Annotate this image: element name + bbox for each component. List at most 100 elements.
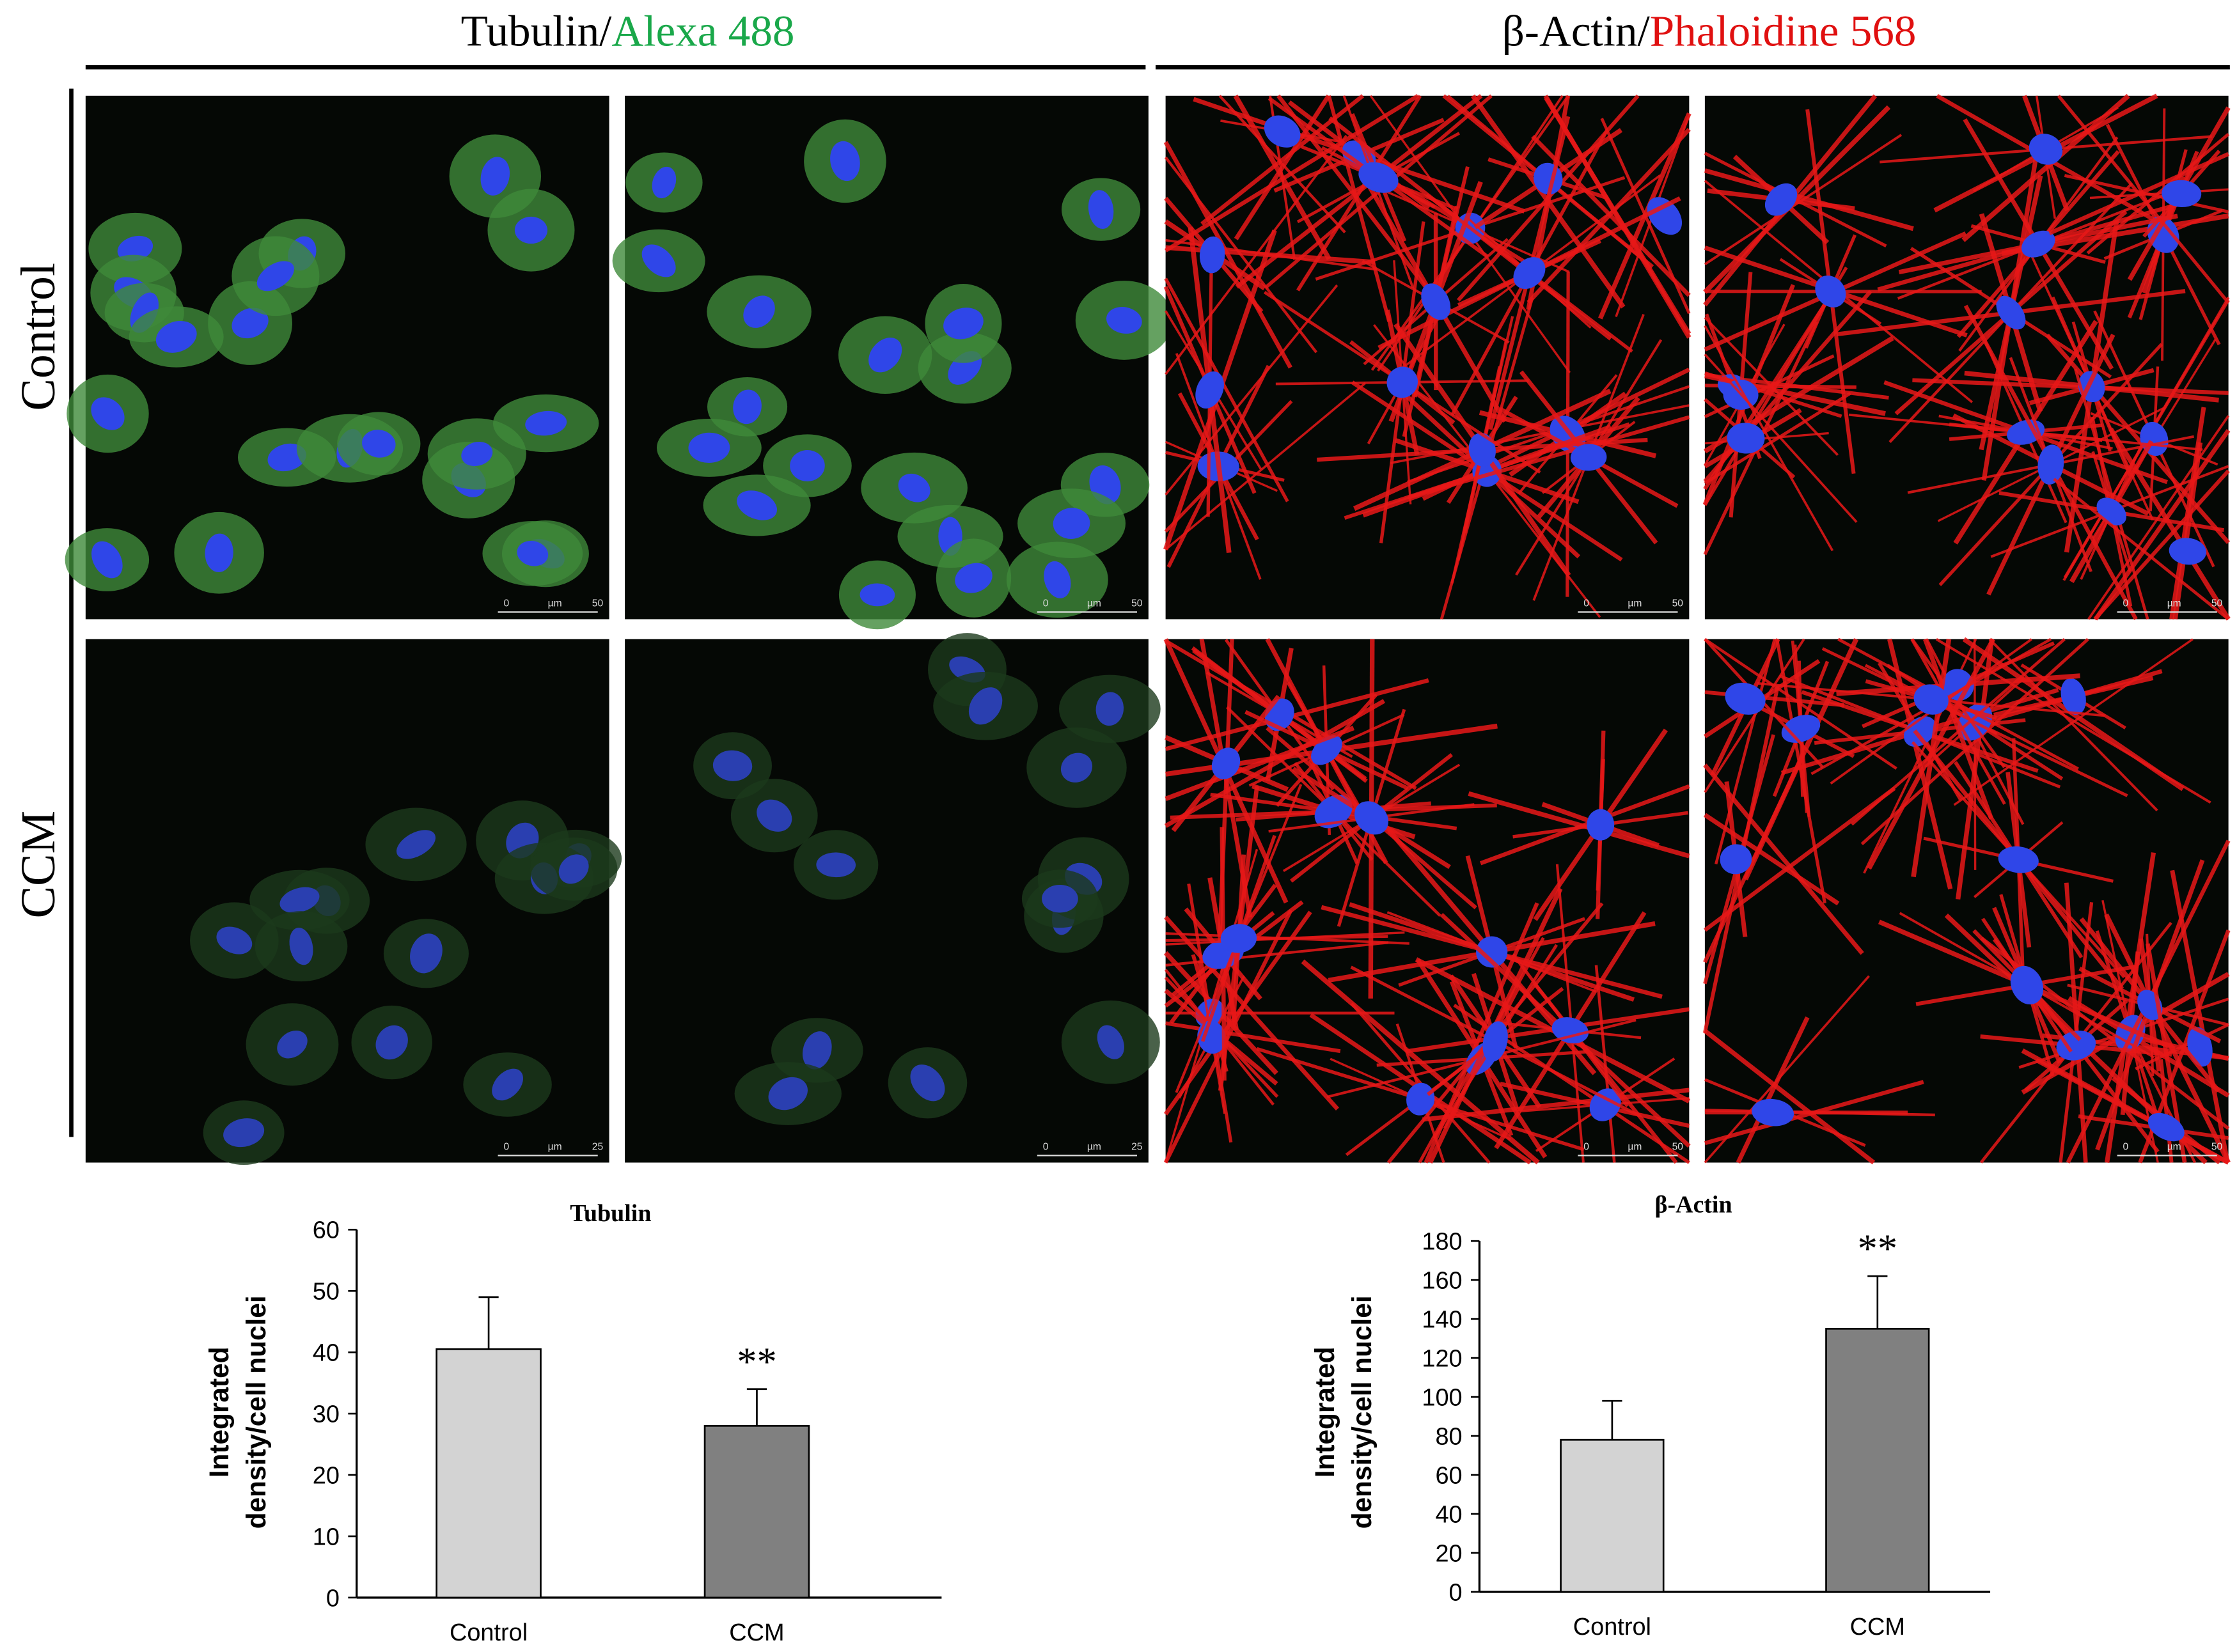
fiber (1164, 916, 1339, 1110)
annotation: ** (1858, 1226, 1897, 1271)
nucleus (2169, 538, 2206, 565)
fiber (1703, 786, 1896, 932)
nucleus (2060, 678, 2086, 715)
nucleus (461, 442, 493, 467)
error-bar (1867, 1275, 1888, 1329)
fiber (1234, 94, 1331, 240)
nucleus (652, 166, 677, 199)
fiber (1704, 392, 1851, 485)
header-stain: Phaloidine 568 (1650, 6, 1917, 56)
y-tick-label: 50 (313, 1279, 340, 1305)
nucleus (1476, 936, 1508, 968)
fiber (1703, 763, 1864, 955)
nucleus (1421, 283, 1451, 320)
nucleus (712, 750, 753, 781)
y-tick-label: 20 (313, 1462, 340, 1489)
nucleus (1727, 423, 1765, 454)
nucleus (910, 1064, 945, 1102)
micrograph: 0 µm 50 (1163, 638, 1691, 1165)
fiber (1703, 1029, 1876, 1165)
fiber (2086, 132, 2230, 254)
header-stain: Alexa 488 (611, 6, 794, 56)
fiber (2048, 152, 2229, 235)
micrograph: 0 µm 50 (612, 95, 1173, 630)
y-tick-label: 20 (1435, 1540, 1462, 1567)
scale-label: 0 (1043, 1141, 1049, 1152)
fiber (1165, 932, 1409, 945)
fiber (2108, 427, 2231, 621)
fiber (1704, 637, 1897, 770)
fiber (1527, 128, 1691, 304)
scale-label: 0 (1583, 598, 1589, 609)
fiber (2087, 415, 2230, 620)
nucleus (1720, 844, 1752, 875)
nucleus (898, 473, 930, 503)
scale-label: 50 (1672, 598, 1684, 609)
nucleus (1996, 295, 2026, 330)
nucleus (830, 141, 860, 182)
fiber (1406, 1007, 1690, 1054)
nucleus (1195, 371, 1224, 409)
chart-title: Tubulin (570, 1200, 651, 1227)
fiber (1910, 638, 2006, 805)
nucleus (155, 320, 197, 353)
fiber (1165, 134, 1347, 375)
fiber (1704, 354, 1858, 523)
y-tick-label: 140 (1422, 1307, 1462, 1334)
row-label: Control (12, 263, 65, 411)
nucleus (2010, 965, 2044, 1005)
fiber (2093, 428, 2231, 621)
fiber (2172, 442, 2203, 620)
scale-label: 0 (2123, 598, 2129, 609)
fiber (2136, 1048, 2197, 1164)
nucleus (955, 563, 993, 593)
fiber (1961, 93, 2130, 242)
fiber (1218, 639, 1234, 936)
nucleus (757, 799, 792, 832)
y-tick-label: 160 (1422, 1268, 1462, 1295)
fiber (1200, 94, 1365, 226)
y-axis-label: density/cell nuclei (241, 1295, 271, 1529)
nucleus (1211, 747, 1241, 779)
nucleus (1088, 190, 1114, 230)
fiber (1953, 638, 2194, 806)
nucleus (2056, 1031, 2096, 1061)
nucleus (223, 1118, 265, 1148)
fiber (1703, 813, 1840, 906)
fiber (2093, 469, 2230, 621)
fiber (1594, 965, 1616, 1163)
scale-label: µm (2167, 1141, 2181, 1152)
error-bar (478, 1296, 499, 1350)
nucleus (1386, 366, 1418, 398)
scale-label: 0 (503, 598, 509, 609)
chart-title: β-Actin (1655, 1192, 1732, 1219)
error-bar (1602, 1399, 1622, 1440)
nucleus (1589, 1088, 1621, 1121)
nucleus (1199, 236, 1225, 274)
nucleus (1044, 561, 1071, 598)
fiber (1555, 864, 1585, 1163)
nucleus (558, 854, 589, 884)
scale-label: 25 (1131, 1141, 1143, 1152)
nucleus (480, 157, 510, 196)
fiber (1911, 639, 1952, 878)
scale-label: µm (2167, 598, 2181, 609)
scale-label: 50 (1672, 1141, 1684, 1152)
nucleus (1354, 801, 1389, 835)
nucleus (733, 389, 762, 425)
nucleus (1060, 752, 1093, 783)
y-tick-label: 10 (313, 1523, 340, 1550)
nucleus (688, 432, 730, 464)
y-tick-label: 80 (1435, 1423, 1462, 1450)
nucleus (289, 927, 313, 965)
y-tick-label: 40 (1435, 1501, 1462, 1528)
nucleus (1482, 1021, 1508, 1062)
nucleus (91, 541, 123, 579)
nucleus (1647, 197, 1683, 235)
y-tick-label: 40 (313, 1340, 340, 1367)
nucleus (1106, 307, 1142, 334)
nucleus (868, 338, 902, 373)
x-tick-label: CCM (1850, 1614, 1905, 1640)
y-tick-label: 30 (313, 1401, 340, 1428)
nucleus (117, 235, 153, 261)
